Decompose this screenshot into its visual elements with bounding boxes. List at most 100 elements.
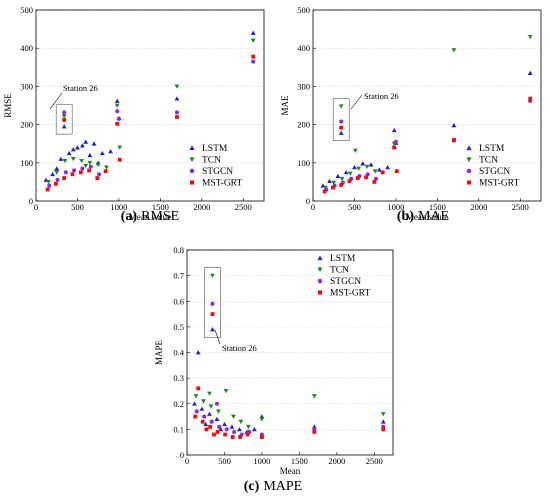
data-point bbox=[194, 409, 199, 414]
data-point bbox=[202, 414, 207, 419]
legend-marker bbox=[189, 145, 195, 151]
data-point bbox=[356, 166, 361, 171]
data-point bbox=[372, 179, 377, 184]
x-tick-label: 2500 bbox=[235, 202, 252, 212]
data-point bbox=[199, 406, 205, 411]
data-point bbox=[528, 96, 533, 101]
data-point bbox=[216, 409, 221, 414]
data-point bbox=[312, 430, 317, 434]
x-tick-label: 500 bbox=[71, 202, 84, 212]
data-point bbox=[238, 435, 243, 439]
legend-label: TCN bbox=[479, 156, 498, 166]
y-tick-label: 0 bbox=[180, 450, 184, 460]
legend-marker bbox=[189, 168, 195, 174]
data-point bbox=[311, 394, 317, 399]
data-point bbox=[210, 327, 215, 332]
data-point bbox=[192, 401, 197, 406]
data-point bbox=[70, 157, 76, 162]
x-tick-label: 2000 bbox=[470, 202, 487, 212]
data-point bbox=[210, 312, 215, 316]
data-point bbox=[335, 173, 341, 179]
y-tick-label: 500 bbox=[20, 5, 33, 15]
y-tick-label: 100 bbox=[297, 158, 310, 168]
data-point bbox=[91, 141, 97, 146]
data-point bbox=[58, 156, 64, 161]
caption-letter: (c) bbox=[244, 479, 260, 494]
data-point bbox=[209, 419, 214, 424]
data-point bbox=[115, 109, 120, 114]
data-point bbox=[83, 139, 89, 144]
legend-marker bbox=[317, 278, 323, 284]
data-point bbox=[53, 181, 58, 186]
subplot-caption: (b) MAE bbox=[397, 209, 449, 224]
data-point bbox=[231, 414, 236, 419]
data-point bbox=[217, 424, 222, 429]
annotation-box bbox=[55, 104, 73, 135]
y-tick-label: 300 bbox=[20, 81, 33, 91]
annotation-label: Station 26 bbox=[364, 91, 399, 101]
data-point bbox=[75, 145, 80, 150]
data-point bbox=[50, 171, 55, 177]
legend-label: LSTM bbox=[479, 144, 505, 154]
data-point bbox=[380, 412, 386, 417]
data-point bbox=[207, 411, 212, 416]
data-point bbox=[223, 432, 228, 437]
data-point bbox=[259, 435, 264, 439]
series-tcn bbox=[46, 38, 256, 185]
data-point bbox=[70, 172, 75, 177]
data-point bbox=[78, 170, 83, 175]
data-point bbox=[352, 148, 358, 153]
data-point bbox=[230, 435, 235, 439]
rmse-chart: 0 500 1000 1500 2000 2500 0 100 200 300 400 500 Mean… bbox=[3, 5, 265, 224]
data-point bbox=[385, 164, 391, 170]
data-point bbox=[96, 172, 102, 177]
annotation-arrow bbox=[49, 92, 63, 110]
data-point bbox=[208, 404, 214, 409]
subplot-caption: (a) RMSE bbox=[121, 209, 179, 224]
legend-marker bbox=[466, 180, 472, 185]
data-point bbox=[394, 169, 399, 174]
data-point bbox=[365, 172, 370, 177]
data-point bbox=[61, 114, 67, 119]
data-point bbox=[210, 301, 215, 306]
data-point bbox=[360, 161, 366, 166]
x-tick-label: 2000 bbox=[328, 456, 345, 466]
x-tick-label: 2000 bbox=[193, 202, 210, 212]
data-point bbox=[452, 137, 456, 142]
data-point bbox=[210, 273, 215, 279]
data-point bbox=[99, 150, 105, 156]
data-point bbox=[246, 424, 251, 430]
data-point bbox=[95, 162, 101, 168]
legend-marker bbox=[317, 255, 323, 261]
data-point bbox=[47, 183, 52, 188]
data-point bbox=[117, 145, 123, 150]
legend-marker bbox=[466, 168, 472, 174]
annotation-label: Station 26 bbox=[222, 343, 257, 353]
x-tick-label: 0 bbox=[311, 202, 315, 212]
annotation-arrow bbox=[350, 94, 363, 110]
legend-label: STGCN bbox=[202, 167, 233, 177]
data-point bbox=[232, 429, 237, 434]
y-tick-label: 0.1 bbox=[173, 424, 184, 434]
data-point bbox=[46, 179, 51, 185]
data-point bbox=[339, 176, 345, 182]
caption-text: RMSE bbox=[141, 209, 179, 224]
y-tick-label: 0.2 bbox=[173, 399, 184, 409]
legend-marker bbox=[189, 157, 195, 163]
y-axis-title: MAPE bbox=[154, 340, 164, 366]
data-point bbox=[87, 160, 93, 166]
data-point bbox=[339, 119, 344, 124]
data-point bbox=[339, 183, 344, 187]
data-point bbox=[392, 145, 397, 150]
x-tick-label: 1500 bbox=[152, 202, 169, 212]
data-point bbox=[72, 168, 77, 173]
data-point bbox=[322, 189, 327, 194]
data-point bbox=[87, 168, 91, 173]
data-point bbox=[451, 122, 457, 128]
annotation-arrow bbox=[214, 329, 221, 345]
data-point bbox=[54, 170, 60, 175]
y-tick-label: 0.4 bbox=[173, 348, 184, 358]
data-point bbox=[117, 157, 122, 162]
data-point bbox=[373, 176, 379, 181]
